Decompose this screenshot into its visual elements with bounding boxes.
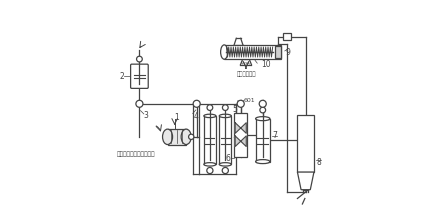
Circle shape: [259, 100, 266, 107]
Ellipse shape: [163, 129, 173, 145]
Circle shape: [137, 56, 142, 62]
Text: 601: 601: [244, 98, 256, 103]
Text: 9: 9: [285, 47, 290, 57]
Circle shape: [222, 167, 228, 173]
Ellipse shape: [204, 114, 216, 118]
Ellipse shape: [204, 163, 216, 166]
Ellipse shape: [221, 45, 228, 59]
Text: 7: 7: [273, 131, 278, 140]
Circle shape: [189, 134, 194, 139]
Bar: [219, 116, 231, 164]
Circle shape: [207, 105, 213, 110]
Circle shape: [222, 105, 228, 110]
Text: 3: 3: [143, 111, 148, 120]
Bar: [283, 33, 291, 40]
Text: 8: 8: [316, 158, 321, 167]
Polygon shape: [235, 136, 246, 147]
Bar: [224, 45, 281, 59]
Circle shape: [136, 100, 143, 107]
Text: 混凝碱性液、副产石膏渣: 混凝碱性液、副产石膏渣: [116, 151, 155, 157]
Polygon shape: [235, 123, 246, 133]
Circle shape: [193, 100, 200, 107]
Text: 2: 2: [119, 72, 124, 81]
Bar: [256, 119, 270, 162]
Circle shape: [260, 107, 266, 113]
Polygon shape: [297, 172, 314, 190]
Text: 4: 4: [193, 112, 198, 121]
Circle shape: [237, 100, 244, 107]
Bar: [275, 45, 281, 58]
Text: 5: 5: [233, 105, 238, 114]
Text: 10: 10: [262, 60, 271, 69]
Ellipse shape: [276, 46, 280, 58]
Bar: [167, 129, 186, 145]
Circle shape: [207, 167, 213, 173]
Text: 1: 1: [174, 113, 179, 122]
Ellipse shape: [219, 114, 231, 118]
Bar: [297, 115, 314, 172]
Ellipse shape: [181, 129, 191, 145]
Ellipse shape: [219, 163, 231, 166]
Bar: [204, 116, 216, 164]
Text: 6: 6: [225, 154, 230, 163]
FancyBboxPatch shape: [131, 64, 148, 88]
Text: 卖固化尾矿石: 卖固化尾矿石: [237, 71, 257, 77]
Bar: [234, 113, 247, 157]
Ellipse shape: [256, 160, 270, 164]
Ellipse shape: [256, 117, 270, 121]
